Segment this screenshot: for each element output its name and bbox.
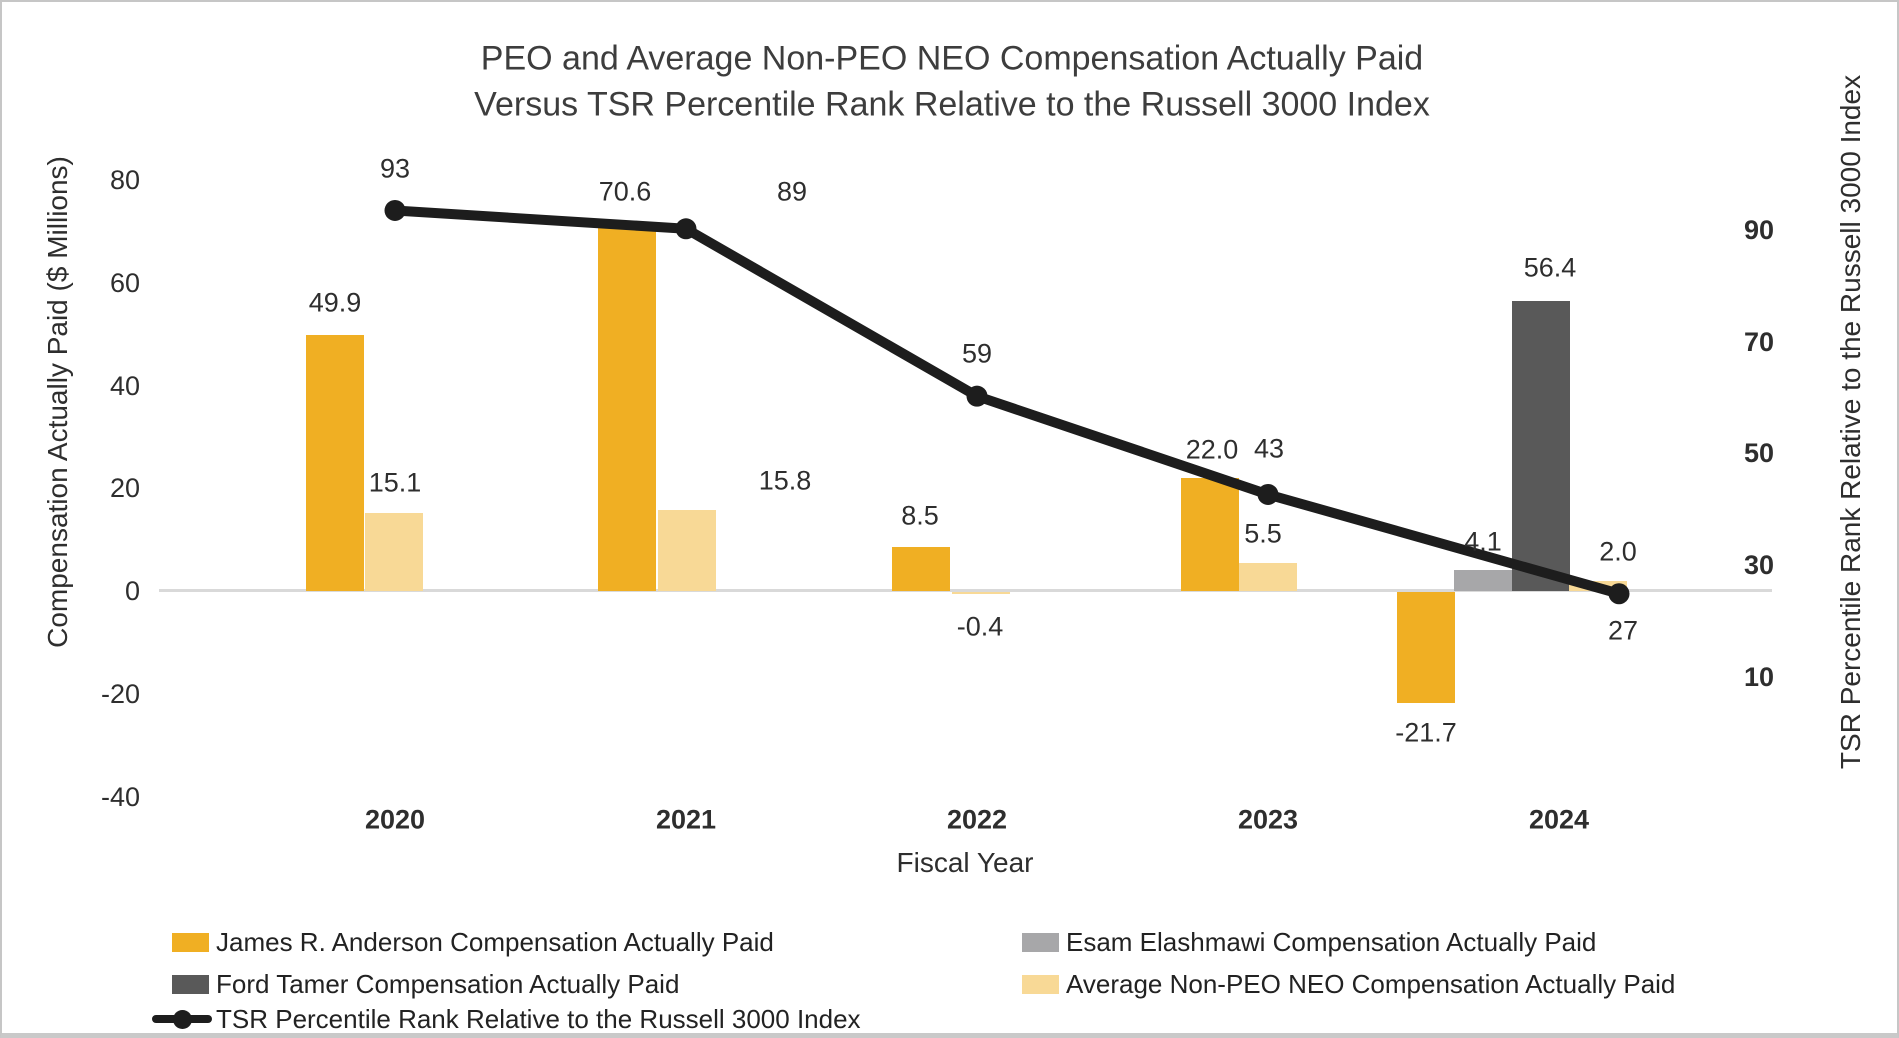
x-axis-year-label: 2023 [1237, 804, 1299, 835]
bar-2021-s0 [598, 228, 656, 591]
data-label-2021-s3: 15.8 [758, 465, 812, 496]
data-label-2020-s0: 49.9 [308, 287, 362, 318]
data-label-2022-s4: 59 [961, 338, 993, 369]
x-axis-year-label: 2020 [364, 804, 426, 835]
bar-2024-s3 [1569, 580, 1627, 591]
tsr-marker [966, 385, 988, 407]
left-axis-tick: 60 [109, 267, 140, 298]
data-label-2023-s0: 22.0 [1185, 434, 1239, 465]
chart-title-line2: Versus TSR Percentile Rank Relative to t… [474, 85, 1430, 124]
left-axis-tick: 0 [124, 576, 140, 606]
bar-2020-s3 [365, 513, 423, 591]
bar-2022-s3 [952, 592, 1010, 595]
legend-label-avg-non-peo-neo: Average Non-PEO NEO Compensation Actuall… [1066, 969, 1676, 999]
data-label-2024-s4: 27 [1607, 615, 1639, 646]
left-axis-tick: 40 [109, 370, 140, 401]
x-axis-year-label: 2024 [1528, 804, 1590, 835]
left-axis-tick: 80 [109, 165, 140, 195]
legend-swatch-esam-elashmawi [1022, 933, 1059, 952]
right-axis-tick: 50 [1744, 438, 1775, 469]
tsr-marker [384, 199, 406, 221]
left-axis-tick: 20 [109, 473, 140, 504]
right-axis-title: TSR Percentile Rank Relative to the Russ… [1835, 74, 1866, 770]
right-axis-tick: 30 [1744, 550, 1775, 580]
data-label-2021-s4: 89 [776, 176, 808, 207]
data-label-2024-s2: 56.4 [1523, 252, 1577, 283]
legend-swatch-ford-tamer [172, 975, 209, 994]
bar-2024-s0 [1397, 592, 1455, 704]
data-label-2020-s4: 93 [379, 153, 411, 184]
legend-label-tsr: TSR Percentile Rank Relative to the Russ… [216, 1004, 861, 1034]
legend-label-esam-elashmawi: Esam Elashmawi Compensation Actually Pai… [1066, 927, 1597, 957]
bar-2024-s1 [1454, 569, 1512, 591]
data-label-2021-s0: 70.6 [598, 176, 652, 207]
tsr-marker [1257, 483, 1279, 505]
bar-2020-s0 [306, 334, 364, 591]
left-axis-tick: -40 [100, 781, 140, 812]
x-axis-year-label: 2021 [655, 804, 717, 835]
bar-2023-s0 [1181, 477, 1239, 591]
bar-2021-s3 [658, 509, 716, 591]
left-axis-tick: -20 [100, 678, 140, 709]
bar-2024-s2 [1512, 301, 1570, 591]
data-label-2023-s3: 5.5 [1244, 518, 1282, 549]
right-axis-tick: 10 [1744, 661, 1775, 692]
right-axis-tick: 90 [1744, 215, 1775, 246]
legend-swatch-avg-non-peo-neo [1022, 975, 1059, 994]
legend-label-ford-tamer: Ford Tamer Compensation Actually Paid [216, 969, 680, 999]
data-label-2022-s0: 8.5 [901, 500, 939, 531]
legend-label-james-anderson: James R. Anderson Compensation Actually … [216, 927, 774, 957]
data-label-2022-s3: -0.4 [956, 611, 1004, 642]
x-axis-title: Fiscal Year [896, 847, 1034, 878]
tsr-line [390, 205, 1624, 599]
chart-title-line1: PEO and Average Non-PEO NEO Compensation… [480, 39, 1424, 78]
x-axis-year-label: 2022 [946, 804, 1008, 835]
data-label-2024-s0: -21.7 [1395, 717, 1457, 748]
bar-2023-s3 [1239, 562, 1297, 591]
data-label-2024-s1: 4.1 [1464, 526, 1502, 557]
legend-marker-tsr-icon [173, 1010, 192, 1029]
tsr-marker [675, 218, 697, 240]
bar-2022-s0 [892, 547, 950, 591]
legend-swatch-james-anderson [172, 933, 209, 952]
data-label-2020-s3: 15.1 [368, 467, 422, 498]
data-label-2024-s3: 2.0 [1599, 536, 1637, 567]
left-axis-title: Compensation Actually Paid ($ Millions) [42, 156, 73, 648]
right-axis-tick: 70 [1744, 326, 1775, 357]
data-label-2023-s4: 43 [1253, 433, 1285, 464]
